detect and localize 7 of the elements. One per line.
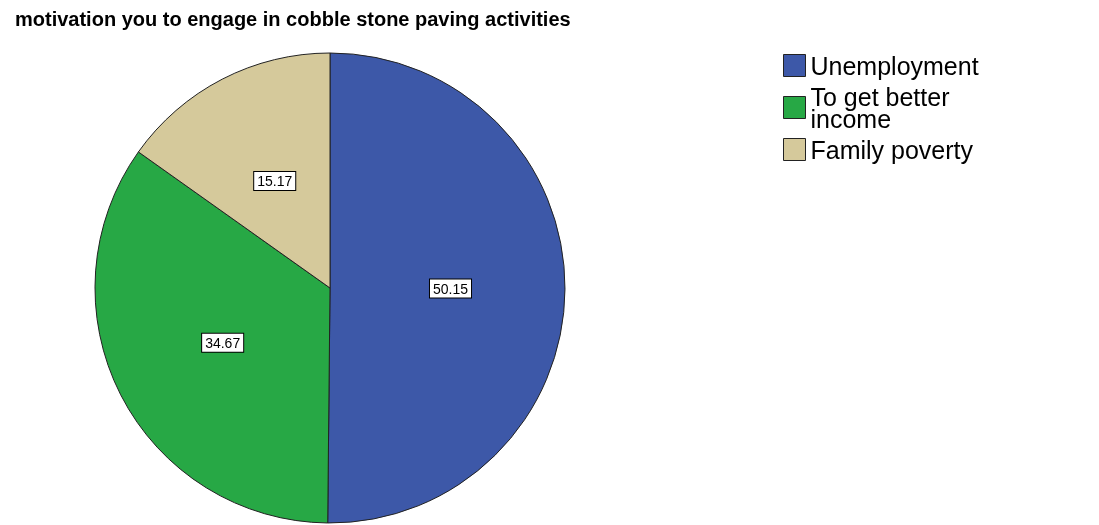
- legend-label: Family poverty: [810, 135, 974, 164]
- data-label: 34.67: [205, 334, 241, 351]
- chart-title: motivation you to engage in cobble stone paving activities: [15, 8, 571, 30]
- legend-label: To get better income: [810, 82, 950, 133]
- legend-label: Unemployment: [810, 51, 979, 80]
- data-label: 50.15: [432, 280, 469, 297]
- data-label: 15.17: [257, 172, 293, 189]
